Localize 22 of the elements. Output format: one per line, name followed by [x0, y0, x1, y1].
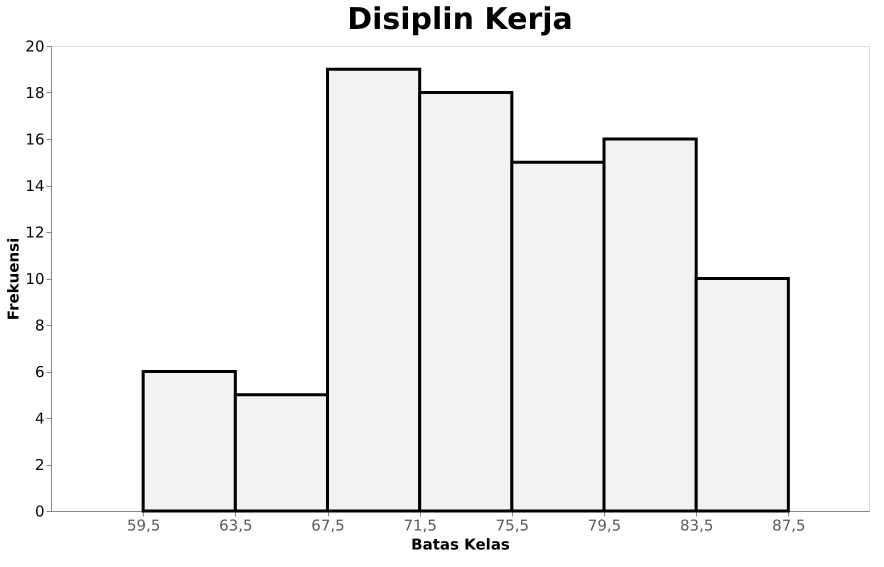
x-tick-label: 75,5	[496, 516, 530, 534]
chart-title: Disiplin Kerja	[347, 2, 573, 37]
y-tick-label: 0	[34, 502, 44, 520]
y-tick-label: 18	[25, 84, 44, 102]
x-tick-label: 87,5	[772, 516, 806, 534]
y-tick-label: 14	[25, 177, 44, 195]
x-axis-title: Batas Kelas	[411, 536, 510, 554]
y-tick-label: 16	[25, 130, 44, 148]
x-tick-label: 67,5	[311, 516, 345, 534]
x-tick-label: 83,5	[680, 516, 714, 534]
x-tick-label: 63,5	[219, 516, 253, 534]
y-tick-label: 4	[34, 410, 44, 428]
x-tick-label: 71,5	[403, 516, 437, 534]
y-axis-title: Frekuensi	[4, 238, 22, 320]
y-tick-label: 12	[25, 224, 44, 242]
y-tick-label: 6	[34, 363, 44, 381]
x-tick-label: 79,5	[588, 516, 622, 534]
y-tick-label: 8	[34, 316, 44, 334]
y-tick-label: 10	[25, 270, 44, 288]
y-tick-label: 2	[34, 456, 44, 474]
y-tick-label: 20	[25, 38, 44, 56]
x-tick-label: 59,5	[126, 516, 160, 534]
